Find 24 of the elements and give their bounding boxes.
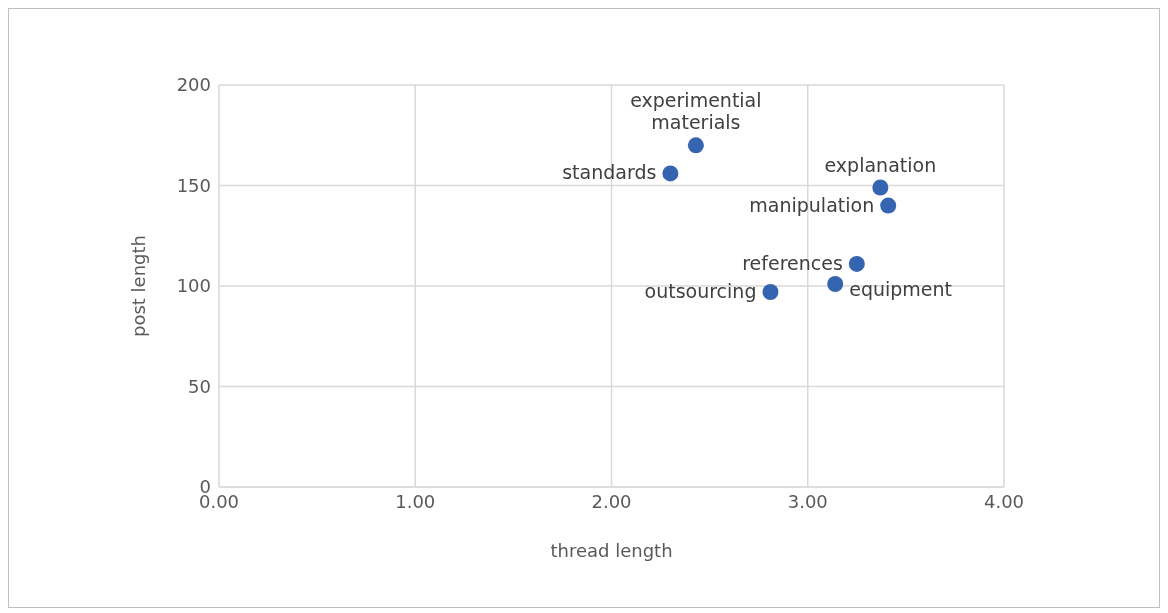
annotation: manipulation	[749, 193, 875, 216]
annotation: experimential materials	[630, 89, 762, 134]
point	[848, 255, 865, 272]
annotation: outsourcing	[644, 280, 757, 303]
y-tick-label: 100	[176, 275, 211, 297]
annotation: explanation	[824, 153, 937, 176]
point	[827, 275, 844, 292]
y-tick-label: 150	[176, 174, 211, 196]
annotation: standards	[562, 161, 657, 184]
annotation: equipment	[849, 277, 953, 300]
x-tick-label: 2.00	[591, 490, 632, 512]
y-tick-label: 50	[188, 375, 211, 397]
x-tick-label: 4.00	[983, 490, 1025, 512]
y-axis-title: post length	[128, 235, 150, 337]
annotation: references	[742, 251, 843, 274]
point	[880, 197, 897, 214]
point	[762, 284, 779, 301]
y-tick-label: 200	[176, 74, 211, 96]
point	[872, 179, 889, 196]
point	[662, 165, 679, 182]
x-tick-label: 3.00	[787, 490, 828, 512]
point	[687, 137, 704, 154]
x-tick-label: 1.00	[395, 490, 436, 512]
x-axis-title: thread length	[550, 540, 673, 561]
